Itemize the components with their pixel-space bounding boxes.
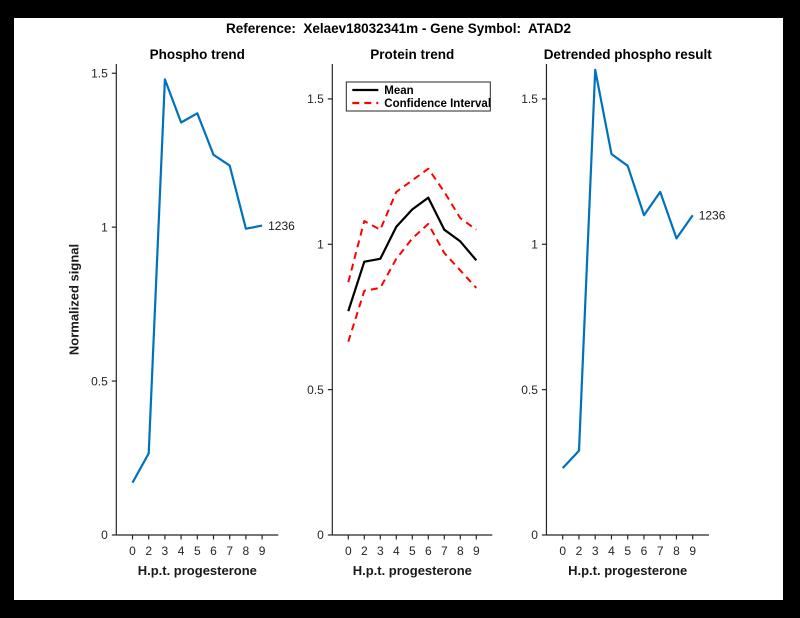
x-tick-label: 7 xyxy=(226,544,233,558)
1236-detrended-phospho-signal-line xyxy=(561,68,694,469)
x-tick-label: 3 xyxy=(162,544,169,558)
subplot-detrended-phospho-result: 0 2 3 4 5 6 7 8 900.511.5H.p.t. progesteroneDetr… xyxy=(521,47,725,578)
subplot-title: Protein trend xyxy=(370,47,454,62)
x-tick-label: 8 xyxy=(243,544,250,558)
x-tick-label: 6 xyxy=(641,544,648,558)
x-axis-label: H.p.t. progesterone xyxy=(138,563,257,578)
x-tick-label: 7 xyxy=(441,544,448,558)
line-end-label: 1236 xyxy=(699,208,726,222)
subplot-title: Phospho trend xyxy=(150,47,245,62)
y-tick-label: 0.5 xyxy=(91,374,108,388)
y-tick-label: 1 xyxy=(531,237,538,251)
mean-line xyxy=(347,196,478,312)
y-tick-label: 1 xyxy=(317,237,324,251)
x-tick-label: 0 xyxy=(129,544,136,558)
x-tick-label: 2 xyxy=(576,544,583,558)
figure-background xyxy=(14,18,783,600)
x-tick-label: 4 xyxy=(608,544,615,558)
x-tick-label: 9 xyxy=(473,544,480,558)
y-tick-label: 1 xyxy=(101,220,108,234)
confidence-interval-upper-bound-line xyxy=(347,167,477,283)
subplot-title: Detrended phospho result xyxy=(544,47,713,62)
x-tick-label: 9 xyxy=(259,544,266,558)
x-tick-label: 7 xyxy=(657,544,664,558)
x-tick-label: 5 xyxy=(409,544,416,558)
x-tick-label: 0 xyxy=(559,544,566,558)
x-tick-label: 4 xyxy=(178,544,185,558)
y-tick-label: 0 xyxy=(317,528,324,542)
x-axis-label: H.p.t. progesterone xyxy=(568,563,687,578)
figure-title: Reference: Xelaev18032341m - Gene Symbol… xyxy=(226,21,571,36)
y-tick-label: 0.5 xyxy=(307,383,324,397)
confidence-interval-lower-bound-line xyxy=(347,222,478,342)
legend-entry-label: Confidence Interval xyxy=(384,98,491,110)
x-axis-label: H.p.t. progesterone xyxy=(353,563,472,578)
x-tick-label: 4 xyxy=(393,544,400,558)
x-tick-label: 3 xyxy=(377,544,384,558)
x-tick-label: 8 xyxy=(457,544,464,558)
y-tick-label: 1.5 xyxy=(91,66,108,80)
y-tick-label: 0 xyxy=(531,528,538,542)
x-tick-label: 2 xyxy=(361,544,368,558)
x-tick-label: 2 xyxy=(145,544,152,558)
x-tick-label: 8 xyxy=(673,544,680,558)
subplot-protein-trend: 0 2 3 4 5 6 7 8 900.511.5H.p.t. progesteroneProt… xyxy=(307,47,493,578)
y-axis-label: Normalized signal xyxy=(66,244,81,355)
x-tick-label: 9 xyxy=(689,544,696,558)
subplot-phospho-trend: 0 2 3 4 5 6 7 8 900.511.5H.p.t. progesteroneNorm… xyxy=(66,47,295,578)
line-end-label: 1236 xyxy=(268,219,295,233)
legend-box xyxy=(345,81,491,112)
y-tick-label: 0.5 xyxy=(521,383,538,397)
legend-entry-label: Mean xyxy=(384,85,413,97)
y-tick-label: 0 xyxy=(101,528,108,542)
x-tick-label: 5 xyxy=(624,544,631,558)
x-tick-label: 6 xyxy=(210,544,217,558)
x-tick-label: 3 xyxy=(592,544,599,558)
x-tick-label: 6 xyxy=(425,544,432,558)
y-tick-label: 1.5 xyxy=(307,92,324,106)
1236-phospho-signal-line xyxy=(131,78,263,484)
x-tick-label: 0 xyxy=(345,544,352,558)
y-tick-label: 1.5 xyxy=(521,92,538,106)
x-tick-label: 5 xyxy=(194,544,201,558)
